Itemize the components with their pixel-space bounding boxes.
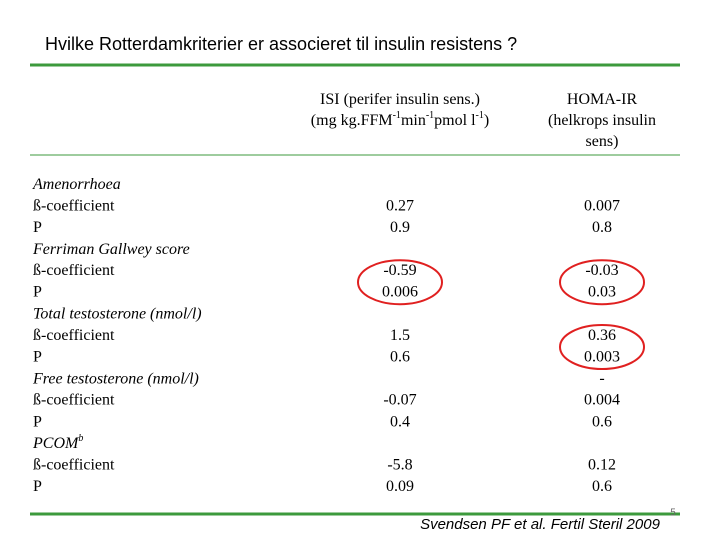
column-header: (mg kg.FFM-1min-1pmol l-1): [311, 110, 489, 128]
cell-value: 0.12: [588, 456, 616, 473]
highlight-circle: [357, 259, 443, 306]
header-text: min: [401, 112, 426, 129]
cell-value: 0.6: [390, 348, 410, 365]
header-text: (helkrops insulin: [548, 112, 656, 129]
group-name: Total testosterone (nmol/l): [33, 305, 202, 322]
row-label: P: [33, 348, 42, 365]
header-text: pmol l: [434, 112, 476, 129]
group-name-text: PCOM: [32, 435, 80, 452]
cell-value: -0.03: [585, 262, 618, 279]
header-text: ): [484, 112, 489, 129]
group-name-text: Total testosterone (nmol/l): [33, 305, 202, 322]
highlight-circle: [559, 259, 645, 306]
cell-value: 0.9: [390, 219, 410, 236]
citation: Svendsen PF et al. Fertil Steril 2009: [420, 516, 661, 533]
group-name-text: Ferriman Gallwey score: [32, 240, 190, 257]
header-text: sens): [586, 133, 619, 150]
group-name: Amenorrhoea: [32, 176, 121, 193]
cell-value: 0.4: [390, 413, 410, 430]
cell-value: 0.006: [382, 284, 418, 301]
cell-value: 0.007: [584, 197, 620, 214]
header-text: ISI (perifer insulin sens.): [320, 91, 480, 108]
page-number: 5: [670, 508, 676, 519]
cell-value: 0.27: [386, 197, 414, 214]
cell-value: -5.8: [387, 456, 412, 473]
cell-value: 0.004: [584, 392, 620, 409]
cell-value: -0.07: [383, 392, 416, 409]
cell-value: -: [599, 370, 604, 387]
row-label: ß-coefficient: [33, 327, 115, 344]
superscript: -1: [393, 110, 401, 121]
cell-value: 1.5: [390, 327, 410, 344]
row-label: P: [33, 413, 42, 430]
column-header: (helkrops insulin: [548, 112, 656, 129]
column-header: sens): [586, 133, 619, 150]
cell-value: 0.36: [588, 327, 616, 344]
row-label: ß-coefficient: [33, 392, 115, 409]
header-text: (mg kg.FFM: [311, 112, 393, 129]
column-header: ISI (perifer insulin sens.): [320, 91, 480, 108]
group-name-text: Amenorrhoea: [32, 176, 121, 193]
superscript: b: [78, 433, 83, 444]
row-label: ß-coefficient: [33, 456, 115, 473]
cell-value: 0.09: [386, 478, 414, 495]
group-name-text: Free testosterone (nmol/l): [32, 370, 199, 387]
cell-value: 0.8: [592, 219, 612, 236]
cell-value: -0.59: [383, 262, 416, 279]
superscript: -1: [476, 110, 484, 121]
cell-value: 0.6: [592, 413, 612, 430]
row-label: P: [33, 284, 42, 301]
cell-value: 0.03: [588, 284, 616, 301]
highlight-circle: [559, 324, 645, 370]
group-name: Free testosterone (nmol/l): [32, 370, 199, 387]
cell-value: 0.003: [584, 348, 620, 365]
group-name: Ferriman Gallwey score: [32, 240, 190, 257]
title: Hvilke Rotterdamkriterier er associeret …: [45, 34, 517, 54]
row-label: ß-coefficient: [33, 262, 115, 279]
group-name: PCOMb: [32, 433, 83, 451]
header-text: HOMA-IR: [567, 91, 638, 108]
row-label: P: [33, 478, 42, 495]
row-label: ß-coefficient: [33, 197, 115, 214]
row-label: P: [33, 219, 42, 236]
column-header: HOMA-IR: [567, 91, 638, 108]
superscript: -1: [426, 110, 434, 121]
cell-value: 0.6: [592, 478, 612, 495]
